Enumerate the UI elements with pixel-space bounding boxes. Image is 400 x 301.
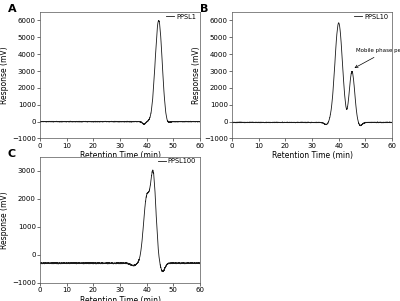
X-axis label: Retention Time (min): Retention Time (min) [80,296,160,301]
X-axis label: Retention Time (min): Retention Time (min) [80,151,160,160]
Y-axis label: Response (mV): Response (mV) [0,191,9,249]
Legend: PPSL100: PPSL100 [157,157,197,165]
Text: B: B [200,5,208,14]
Text: C: C [8,149,16,159]
Legend: PPSL10: PPSL10 [353,13,389,20]
Legend: PPSL1: PPSL1 [166,13,197,20]
X-axis label: Retention Time (min): Retention Time (min) [272,151,352,160]
Text: A: A [8,5,17,14]
Text: Mobile phase peaking: Mobile phase peaking [355,48,400,68]
Y-axis label: Response (mV): Response (mV) [192,46,201,104]
Y-axis label: Response (mV): Response (mV) [0,46,9,104]
